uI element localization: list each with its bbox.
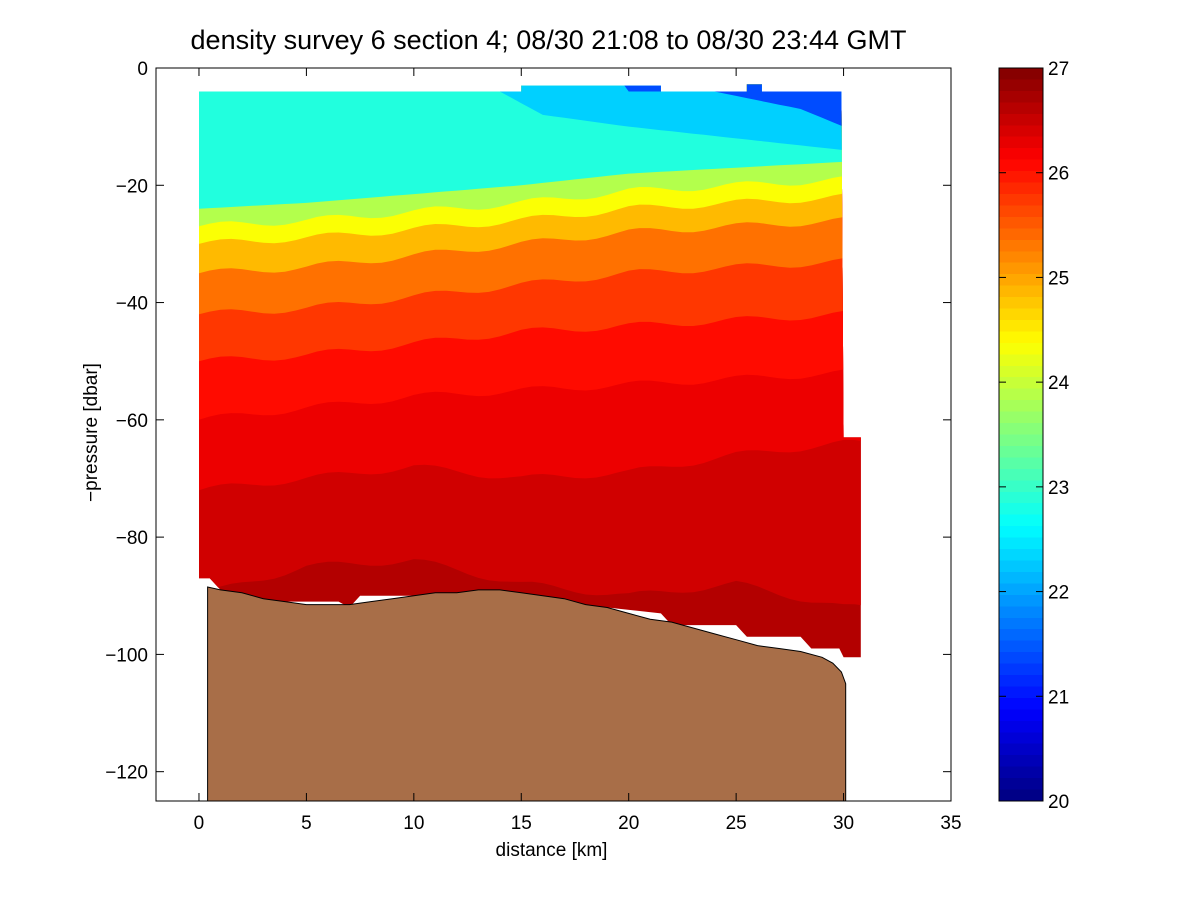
y-axis-ticks: 0 −20 −40 −60 −80 −100 −120	[105, 59, 951, 784]
plot-axes: 0 5 10 15 20 25 30 35 0 −20 −40 −60 −80 −100 −120	[105, 59, 961, 834]
x-tick-label: 5	[301, 813, 312, 834]
chart-title: density survey 6 section 4; 08/30 21:08 …	[191, 25, 907, 55]
colorbar: 20 21 22 23 24 25 26 27	[998, 59, 1070, 813]
x-tick-label: 35	[940, 813, 961, 834]
isopycnal-layer-light	[607, 84, 861, 127]
y-tick-label: −80	[116, 528, 148, 549]
y-tick-label: −40	[116, 294, 148, 315]
isopycnal-layer-light	[199, 84, 861, 151]
y-axis-label: −pressure [dbar]	[81, 363, 102, 502]
x-tick-label: 25	[726, 813, 747, 834]
x-tick-label: 0	[194, 813, 205, 834]
colorbar-tick-label: 25	[1048, 268, 1069, 289]
colorbar-tick-label: 21	[1048, 687, 1069, 708]
y-tick-label: 0	[137, 59, 148, 80]
colorbar-tick-label: 27	[1048, 59, 1069, 80]
y-tick-label: −20	[116, 176, 148, 197]
density-contours	[199, 84, 861, 658]
y-tick-label: −60	[116, 411, 148, 432]
x-axis-ticks: 0 5 10 15 20 25 30 35	[194, 68, 962, 834]
density-field	[199, 84, 861, 658]
x-tick-label: 15	[511, 813, 532, 834]
x-tick-label: 20	[618, 813, 639, 834]
x-tick-label: 30	[833, 813, 854, 834]
colorbar-tick-label: 24	[1048, 373, 1070, 394]
colorbar-tick-label: 22	[1048, 583, 1069, 604]
colorbar-tick-label: 26	[1048, 164, 1069, 185]
colorbar-frame	[998, 67, 1044, 802]
x-axis-label: distance [km]	[496, 840, 608, 861]
y-tick-label: −100	[105, 645, 148, 666]
colorbar-tick-label: 23	[1048, 478, 1069, 499]
plot-frame	[155, 67, 952, 802]
colorbar-scale	[999, 68, 1043, 801]
colorbar-tick-label: 20	[1048, 792, 1069, 813]
y-tick-label: −120	[105, 763, 148, 784]
colorbar-ticks: 20 21 22 23 24 25 26 27	[999, 59, 1070, 813]
x-tick-label: 10	[403, 813, 424, 834]
seafloor-bathymetry	[207, 586, 847, 802]
